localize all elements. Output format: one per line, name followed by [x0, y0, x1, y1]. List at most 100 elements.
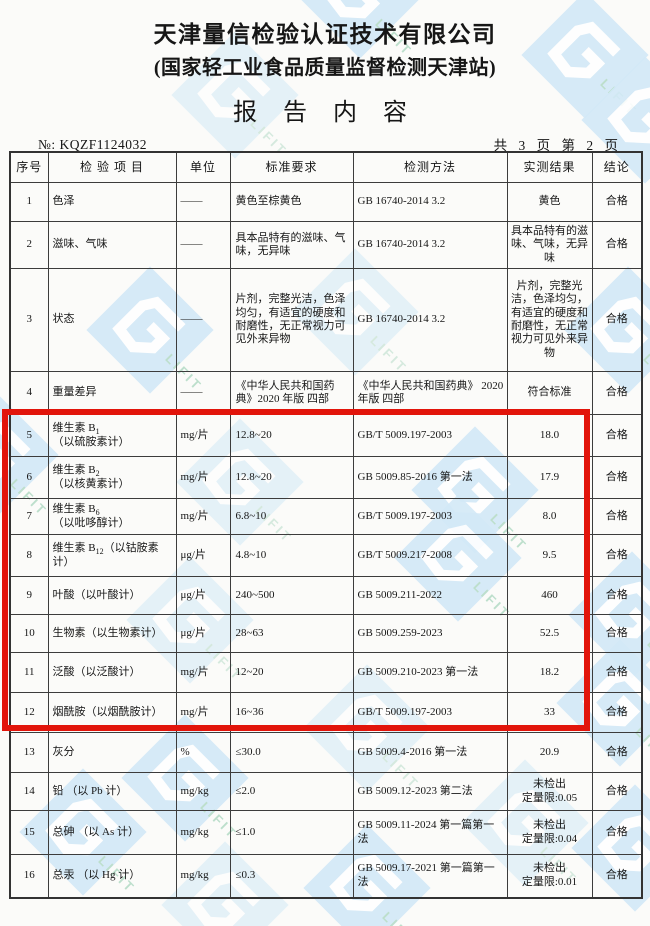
item-name: 维生素 B: [52, 422, 96, 435]
cell-result: 33: [506, 692, 593, 733]
cell-method: GB 16740-2014 3.2: [352, 268, 508, 372]
item-name: 滋味、气味: [52, 238, 108, 251]
table-row: 8 维生素 B12（以钴胺素计） μg/片 4.8~10 GB/T 5009.2…: [9, 534, 643, 577]
cell-result: 8.0: [506, 498, 593, 535]
cell-standard: 28~63: [229, 614, 354, 653]
cell-standard: 片剂，完整光洁，色泽均匀，有适宜的硬度和耐磨性，无正常视力可见外来异物: [229, 268, 354, 372]
cell-seq: 6: [9, 456, 49, 499]
cell-result: 片剂，完整光洁，色泽均匀，有适宜的硬度和耐磨性，无正常视力可见外来异物: [506, 268, 593, 372]
cell-conclusion: 合格: [591, 414, 643, 457]
company-name: 天津量信检验认证技术有限公司: [153, 22, 497, 47]
cell-unit: mg/片: [175, 498, 231, 535]
result-value: 460: [541, 588, 558, 601]
cell-result: 52.5: [506, 614, 593, 653]
cell-conclusion: 合格: [591, 854, 643, 898]
result-value: 17.9: [539, 470, 560, 483]
cell-item: 烟酰胺（以烟酰胺计）: [47, 692, 177, 733]
cell-method: 《中华人民共和国药典》 2020 年版 四部: [352, 371, 508, 415]
cell-standard: 12~20: [229, 652, 354, 693]
result-value: 9.5: [542, 548, 557, 561]
cell-result: 黄色: [506, 182, 593, 222]
table-row: 7 维生素 B6（以吡哆醇计） mg/片 6.8~10 GB/T 5009.19…: [9, 498, 643, 535]
table-row: 16 总汞 （以 Hg 计） mg/kg ≤0.3 GB 5009.17-202…: [9, 854, 643, 898]
cell-item: 总汞 （以 Hg 计）: [47, 854, 177, 898]
cell-unit: ——: [175, 268, 231, 372]
cell-seq: 12: [9, 692, 49, 733]
cell-seq: 11: [9, 652, 49, 693]
cell-conclusion: 合格: [591, 534, 643, 577]
item-subscript: 12: [95, 547, 104, 557]
cell-standard: 12.8~20: [229, 456, 354, 499]
cell-method: GB 5009.210-2023 第一法: [352, 652, 508, 693]
result-value: 未检出: [533, 778, 566, 791]
col-header-method: 检测方法: [352, 151, 508, 183]
table-row: 4 重量差异 —— 《中华人民共和国药典》2020 年版 四部 《中华人民共和国…: [9, 371, 643, 415]
lifit-watermark-logo: LIFIT: [285, 0, 435, 70]
result-detection-limit: 定量限:0.05: [521, 791, 578, 804]
cell-unit: mg/kg: [175, 772, 231, 811]
cell-method: GB 16740-2014 3.2: [352, 182, 508, 222]
item-name-suffix: （以核黄素计）: [52, 477, 130, 490]
report-number-value: KQZF1124032: [59, 137, 148, 152]
cell-unit: mg/kg: [175, 854, 231, 898]
cell-standard: ≤1.0: [229, 810, 354, 855]
cell-conclusion: 合格: [591, 652, 643, 693]
cell-unit: %: [175, 732, 231, 773]
report-number: №: KQZF1124032: [38, 137, 147, 153]
item-name: 叶酸（以叶酸计）: [52, 588, 141, 601]
item-name: 铅 （以 Pb 计）: [52, 784, 128, 797]
cell-item: 维生素 B1（以硫胺素计）: [47, 414, 177, 457]
item-name: 生物素（以生物素计）: [52, 626, 163, 639]
report-title: 报 告 内 容: [233, 100, 417, 126]
cell-standard: 具本品特有的滋味、气味，无异味: [229, 221, 354, 269]
cell-conclusion: 合格: [591, 692, 643, 733]
item-name: 维生素 B: [52, 464, 96, 477]
cell-result: 未检出 定量限:0.04: [506, 810, 593, 855]
cell-item: 铅 （以 Pb 计）: [47, 772, 177, 811]
table-row: 10 生物素（以生物素计） μg/片 28~63 GB 5009.259-202…: [9, 614, 643, 653]
result-value: 8.0: [542, 509, 557, 522]
table-body: 1 色泽 —— 黄色至棕黄色 GB 16740-2014 3.2 黄色 合格 2…: [9, 182, 643, 898]
cell-result: 18.2: [506, 652, 593, 693]
result-detection-limit: 定量限:0.01: [521, 875, 578, 888]
item-name: 色泽: [52, 195, 75, 208]
cell-result: 未检出 定量限:0.01: [506, 854, 593, 898]
cell-method: GB 5009.4-2016 第一法: [352, 732, 508, 773]
table-row: 14 铅 （以 Pb 计） mg/kg ≤2.0 GB 5009.12-2023…: [9, 772, 643, 811]
result-value: 18.2: [539, 665, 560, 678]
cell-unit: mg/kg: [175, 810, 231, 855]
report-header: 天津量信检验认证技术有限公司 (国家轻工业食品质量监督检测天津站) 报 告 内 …: [0, 0, 650, 157]
cell-method: GB 5009.211-2022: [352, 576, 508, 615]
result-value: 具本品特有的滋味、气味，无异味: [511, 224, 588, 264]
cell-seq: 13: [9, 732, 49, 773]
item-name-suffix: （以吡哆醇计）: [52, 516, 130, 529]
item-name: 状态: [52, 313, 75, 326]
cell-seq: 4: [9, 371, 49, 415]
item-name: 重量差异: [52, 386, 97, 399]
cell-conclusion: 合格: [591, 498, 643, 535]
cell-conclusion: 合格: [591, 268, 643, 372]
cell-result: 未检出 定量限:0.05: [506, 772, 593, 811]
cell-standard: 黄色至棕黄色: [229, 182, 354, 222]
cell-method: GB 5009.17-2021 第一篇第一法: [352, 854, 508, 898]
item-name: 泛酸（以泛酸计）: [52, 665, 141, 678]
cell-item: 生物素（以生物素计）: [47, 614, 177, 653]
cell-method: GB 5009.259-2023: [352, 614, 508, 653]
result-value: 片剂，完整光洁，色泽均匀，有适宜的硬度和耐磨性，无正常视力可见外来异物: [511, 279, 588, 359]
table-row: 11 泛酸（以泛酸计） mg/片 12~20 GB 5009.210-2023 …: [9, 652, 643, 693]
cell-standard: 6.8~10: [229, 498, 354, 535]
cell-method: GB 16740-2014 3.2: [352, 221, 508, 269]
cell-item: 总砷 （以 As 计）: [47, 810, 177, 855]
cell-standard: 《中华人民共和国药典》2020 年版 四部: [229, 371, 354, 415]
result-value: 黄色: [538, 195, 561, 208]
result-value: 未检出: [533, 862, 566, 875]
cell-standard: ≤2.0: [229, 772, 354, 811]
cell-item: 色泽: [47, 182, 177, 222]
cell-item: 重量差异: [47, 371, 177, 415]
cell-conclusion: 合格: [591, 810, 643, 855]
item-name-suffix: （以钴胺素计）: [52, 542, 159, 568]
result-value: 符合标准: [527, 386, 572, 399]
col-header-result: 实测结果: [506, 151, 593, 183]
table-header: 序号 检 验 项 目 单位 标准要求 检测方法 实测结果 结论: [9, 151, 643, 183]
